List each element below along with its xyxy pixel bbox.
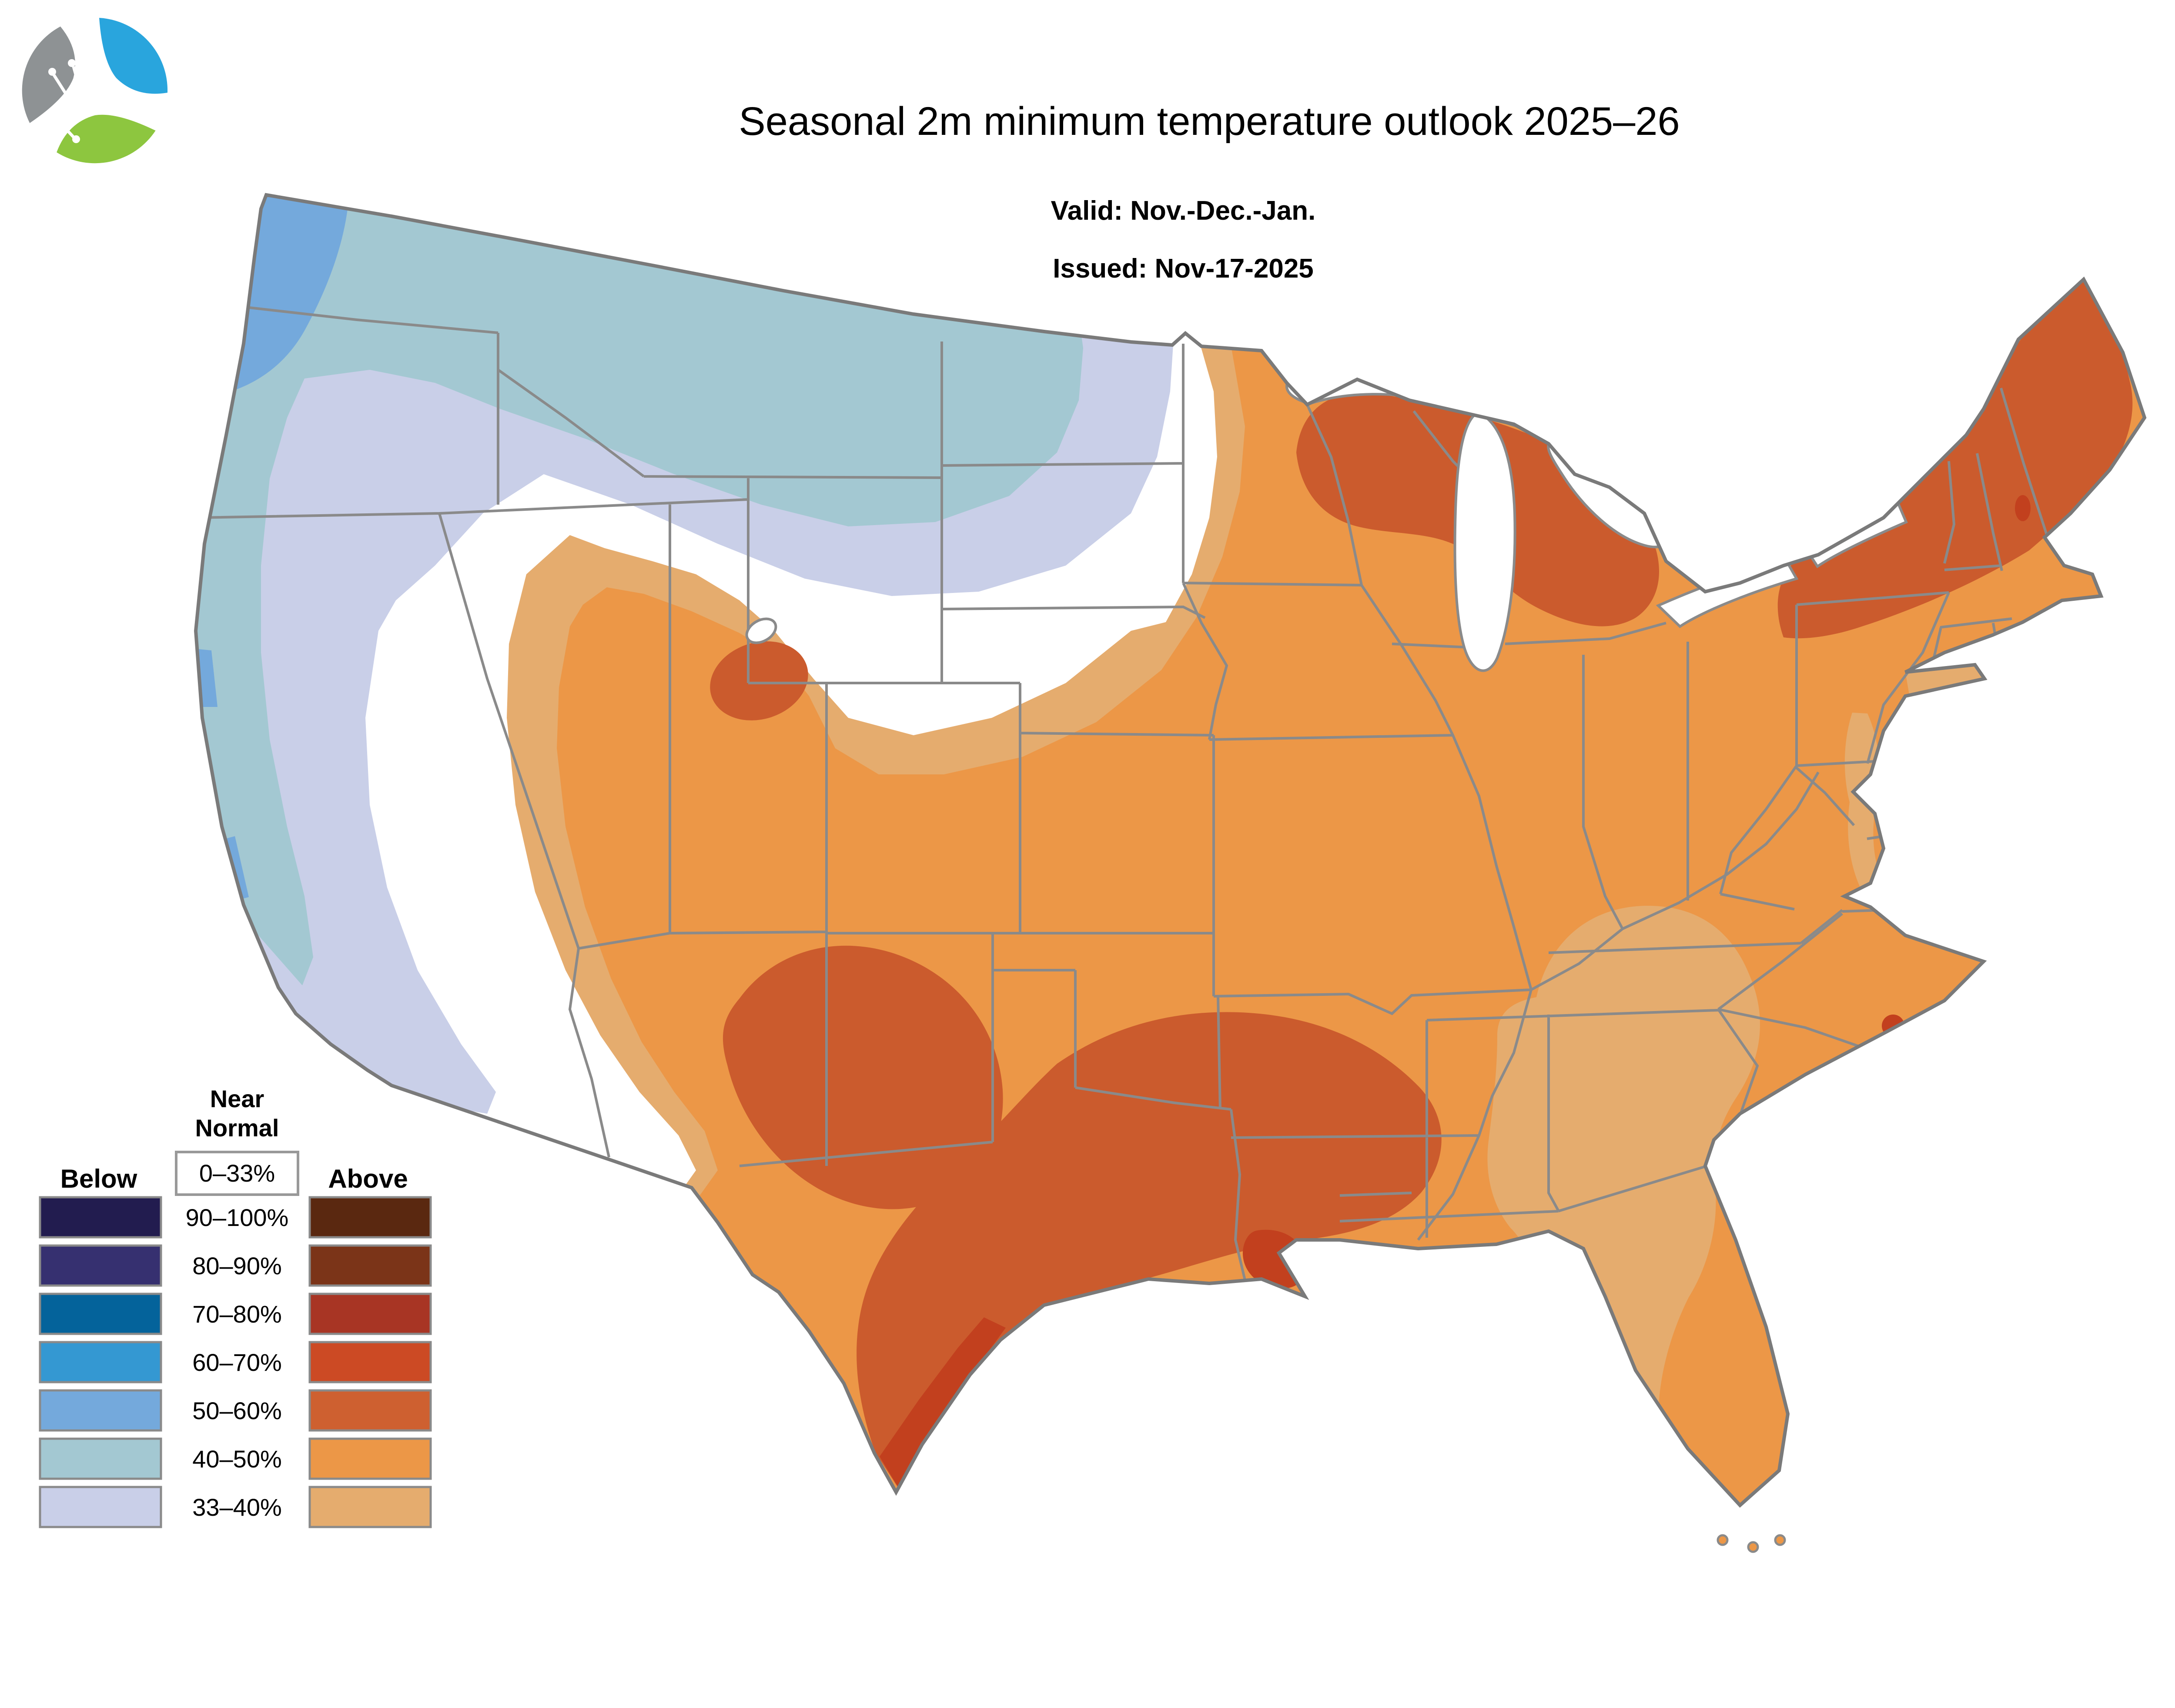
legend-range-label: 60–70% — [192, 1349, 282, 1376]
key-dot — [1774, 1534, 1786, 1546]
south-texas-coast-strip — [880, 1317, 1006, 1490]
legend-range-label: 40–50% — [192, 1445, 282, 1473]
legend-range-label: 33–40% — [192, 1494, 282, 1521]
legend-swatch-above — [308, 1389, 432, 1432]
legend-near-normal-range: 0–33% — [199, 1159, 275, 1187]
legend-range-label: 90–100% — [186, 1204, 289, 1231]
legend-swatch-above — [308, 1293, 432, 1335]
west-texas-blob — [723, 945, 1003, 1209]
great-salt-lake — [745, 617, 777, 644]
legend-swatch-below — [39, 1437, 162, 1480]
legend: Near Normal 0–33% Below Above 90–100% 80… — [39, 1085, 432, 1528]
state-borders — [197, 305, 2048, 1286]
us-outline — [194, 193, 2147, 1508]
teal-band — [196, 195, 1083, 985]
long-island-tan-strip — [1905, 663, 1984, 697]
logo-water-drop-icon — [99, 18, 168, 94]
logo-leaf-icon — [57, 114, 156, 164]
legend-swatch-below — [39, 1196, 162, 1239]
legend-swatch-below — [39, 1293, 162, 1335]
legend-range-label: 70–80% — [192, 1300, 282, 1328]
legend-rows — [39, 1196, 432, 1528]
legend-below-header: Below — [60, 1164, 137, 1193]
florida-keys — [1717, 1534, 1786, 1553]
page-title: Seasonal 2m minimum temperature outlook … — [739, 99, 1680, 144]
issued-date-label: Issued: Nov-17-2025 — [1053, 254, 1314, 284]
legend-row-labels: 90–100% 80–90% 70–80% 60–70% 50–60% 40–5… — [186, 1204, 289, 1521]
legend-near-normal-box — [175, 1151, 299, 1196]
legend-swatch-below — [39, 1389, 162, 1432]
legend-swatch-below — [39, 1244, 162, 1287]
legend-near-normal-label-line1: Near — [210, 1085, 264, 1112]
legend-above-header: Above — [328, 1164, 408, 1193]
header-block: Seasonal 2m minimum temperature outlook … — [739, 99, 1680, 284]
key-dot — [1747, 1541, 1759, 1553]
legend-near-normal-label-line2: Normal — [195, 1114, 279, 1142]
legend-swatch-above — [308, 1341, 432, 1383]
legend-swatch-below — [39, 1341, 162, 1383]
legend-swatch-below — [39, 1486, 162, 1528]
legend-swatch-above — [308, 1486, 432, 1528]
lake-okeechobee — [1618, 1418, 1640, 1436]
legend-range-label: 50–60% — [192, 1397, 282, 1424]
legend-swatch-above — [308, 1196, 432, 1239]
gulf-coast-blob — [857, 1012, 1442, 1490]
valid-period-label: Valid: Nov.-Dec.-Jan. — [1051, 196, 1316, 226]
maine-nh-coast-spot — [2015, 495, 2031, 521]
new-england-new-york-blob — [1777, 282, 2133, 639]
weather-org-logo — [20, 16, 170, 165]
logo-circuit-details — [48, 59, 89, 143]
region-below-40-50 — [196, 195, 1083, 985]
legend-range-label: 80–90% — [192, 1252, 282, 1279]
key-dot — [1717, 1534, 1729, 1546]
legend-swatch-above — [308, 1244, 432, 1287]
logo-circuit-icon — [22, 26, 75, 123]
washington-blue-blob — [231, 196, 348, 392]
legend-swatch-above — [308, 1437, 432, 1480]
utah-wyoming-blob — [710, 641, 808, 720]
lake-michigan — [1453, 411, 1516, 672]
